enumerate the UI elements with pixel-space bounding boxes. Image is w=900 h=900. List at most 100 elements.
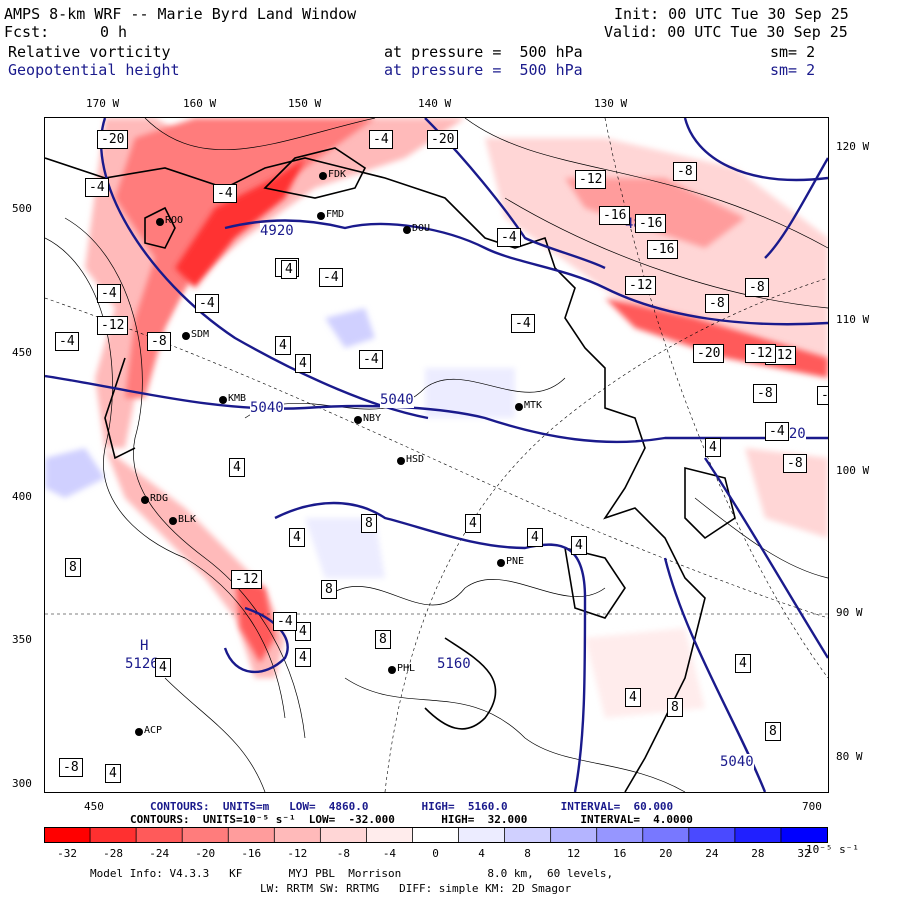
vorticity-label: -8 bbox=[147, 332, 171, 351]
left-tick: 300 bbox=[12, 777, 32, 790]
color-bar-tick-label: 32 bbox=[797, 847, 811, 860]
station-label: PNE bbox=[506, 556, 525, 567]
color-bar-bin bbox=[136, 827, 183, 843]
color-bar-bin bbox=[734, 827, 782, 843]
vorticity-label: 8 bbox=[375, 630, 391, 649]
station-marker bbox=[317, 212, 325, 220]
vorticity-label: 8 bbox=[321, 580, 337, 599]
vorticity-label: 4 bbox=[281, 260, 297, 279]
vorticity-label: 4 bbox=[465, 514, 481, 533]
vorticity-label: 4 bbox=[105, 764, 121, 783]
vorticity-label: 8 bbox=[667, 698, 683, 717]
color-bar-tick-label: 24 bbox=[705, 847, 719, 860]
top-tick: 150 W bbox=[288, 97, 322, 110]
height-label: 5040 bbox=[720, 754, 754, 770]
station-label: RDG bbox=[150, 493, 169, 504]
color-bar-tick-label: -12 bbox=[287, 847, 308, 860]
height-contour-info: CONTOURS: UNITS=m LOW= 4860.0 HIGH= 5160… bbox=[150, 800, 674, 813]
color-bar-tick-label: 28 bbox=[751, 847, 765, 860]
height-label: 5126 bbox=[125, 656, 159, 672]
vorticity-label: 4 bbox=[527, 528, 543, 547]
vorticity-contours bbox=[45, 118, 828, 792]
vorticity-label: -4 bbox=[319, 268, 343, 287]
vorticity-label: 4 bbox=[275, 336, 291, 355]
station-marker bbox=[319, 172, 327, 180]
left-tick: 400 bbox=[12, 490, 32, 503]
height-label: 4920 bbox=[260, 223, 294, 239]
station-marker bbox=[156, 218, 164, 226]
vorticity-label: -20 bbox=[427, 130, 459, 149]
left-tick: 350 bbox=[12, 633, 32, 646]
color-bar-outline bbox=[44, 827, 828, 843]
vorticity-label: -8 bbox=[745, 278, 769, 297]
color-bar-unit: 10⁻⁵ s⁻¹ bbox=[806, 843, 859, 856]
station-label: NBY bbox=[363, 413, 382, 424]
station-label: KMB bbox=[228, 393, 247, 404]
graticule bbox=[45, 118, 828, 792]
right-tick: 80 W bbox=[836, 750, 863, 763]
height-label: 5040 bbox=[250, 400, 284, 416]
station-marker bbox=[182, 332, 190, 340]
vorticity-label: -4 bbox=[359, 350, 383, 369]
vorticity-label: -4 bbox=[195, 294, 219, 313]
forecast-hour: 0 h bbox=[100, 23, 128, 41]
station-label: FDK bbox=[328, 169, 347, 180]
vorticity-label: 4 bbox=[229, 458, 245, 477]
vorticity-contour-info: CONTOURS: UNITS=10⁻⁵ s⁻¹ LOW= -32.000 HI… bbox=[130, 813, 693, 826]
vorticity-label: 4 bbox=[295, 622, 311, 641]
vorticity-label: 4 bbox=[295, 648, 311, 667]
top-tick: 160 W bbox=[183, 97, 217, 110]
station-label: SDM bbox=[191, 329, 210, 340]
color-bar-tick-label: -20 bbox=[195, 847, 216, 860]
vorticity-label: -12 bbox=[625, 276, 657, 295]
field2-smoothing: sm= 2 bbox=[770, 61, 816, 79]
vorticity-label: -20 bbox=[693, 344, 725, 363]
station-marker bbox=[497, 559, 505, 567]
top-tick: 130 W bbox=[594, 97, 628, 110]
color-bar-tick-label: -32 bbox=[57, 847, 77, 860]
field1-name: Relative vorticity bbox=[8, 43, 171, 61]
color-bar-tick-label: -24 bbox=[149, 847, 170, 860]
height-marker: H bbox=[140, 638, 149, 654]
map-panel: 4920 4800 5040 5040 4920 5040 5160 5126 … bbox=[44, 117, 829, 793]
station-label: BLK bbox=[178, 514, 197, 525]
vorticity-label: -4 bbox=[97, 284, 121, 303]
vorticity-label: -20 bbox=[97, 130, 129, 149]
station-label: HSD bbox=[406, 454, 425, 465]
station-marker bbox=[135, 728, 143, 736]
vorticity-label: -8 bbox=[783, 454, 807, 473]
vorticity-label: -4 bbox=[55, 332, 79, 351]
color-bar-bin bbox=[228, 827, 275, 843]
model-info-physics: LW: RRTM SW: RRTMG DIFF: simple KM: 2D S… bbox=[260, 882, 572, 895]
vorticity-label: -12 bbox=[231, 570, 263, 589]
right-tick: 90 W bbox=[836, 606, 863, 619]
vorticity-label: 4 bbox=[571, 536, 587, 555]
vorticity-label: -12 bbox=[745, 344, 777, 363]
vorticity-label: -4 bbox=[765, 422, 789, 441]
color-bar-bin bbox=[412, 827, 460, 843]
color-bar-bin bbox=[688, 827, 736, 843]
vorticity-label: -4 bbox=[817, 386, 828, 405]
vorticity-shading bbox=[45, 118, 828, 718]
color-bar bbox=[44, 827, 828, 843]
station-marker bbox=[219, 396, 227, 404]
station-label: ROO bbox=[165, 215, 184, 226]
height-label: 5160 bbox=[437, 656, 471, 672]
color-bar-tick-label: 12 bbox=[567, 847, 581, 860]
height-contours bbox=[45, 118, 828, 792]
vorticity-label: 8 bbox=[65, 558, 81, 577]
vorticity-label: -12 bbox=[97, 316, 129, 335]
color-bar-bin bbox=[44, 827, 91, 843]
map-title: AMPS 8-km WRF -- Marie Byrd Land Window bbox=[4, 5, 357, 23]
color-bar-bin bbox=[90, 827, 137, 843]
color-bar-bin bbox=[274, 827, 321, 843]
vorticity-label: 4 bbox=[625, 688, 641, 707]
station-marker bbox=[169, 517, 177, 525]
field1-smoothing: sm= 2 bbox=[770, 43, 816, 61]
station-marker bbox=[515, 403, 523, 411]
color-bar-bin bbox=[458, 827, 506, 843]
color-bar-bin bbox=[596, 827, 644, 843]
station-label: DOU bbox=[412, 223, 431, 234]
station-label: ACP bbox=[144, 725, 163, 736]
vorticity-label: -16 bbox=[599, 206, 631, 225]
